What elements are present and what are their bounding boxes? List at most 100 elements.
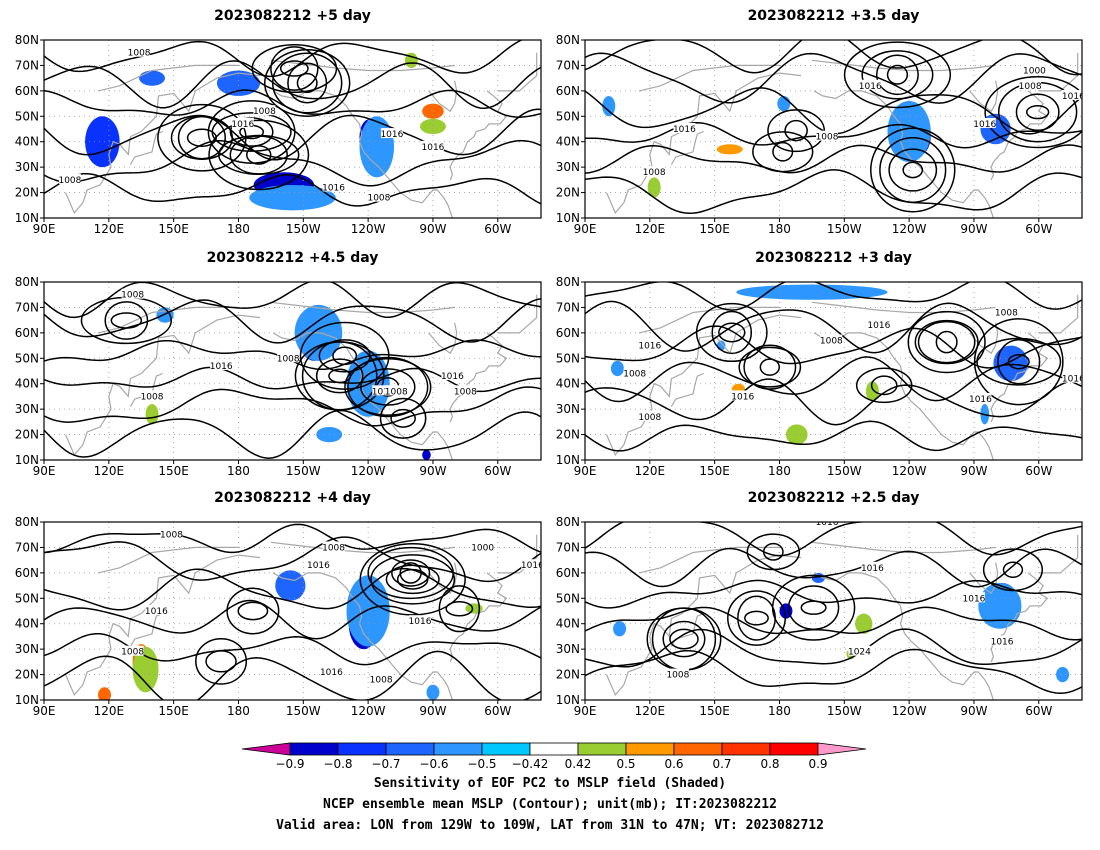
lat-tick-label: 20N [15, 668, 39, 682]
map-frame [584, 39, 1083, 219]
lat-tick-label: 80N [15, 275, 39, 289]
lon-tick-label: 150W [827, 222, 862, 236]
isobar-contour [44, 650, 541, 700]
isobar-contour [399, 562, 422, 584]
contour-label-bg [380, 128, 403, 139]
lat-tick-label: 70N [15, 540, 39, 554]
lon-tick-label: 180 [768, 464, 791, 478]
isobar-contour [379, 397, 427, 439]
lat-tick-label: 70N [15, 58, 39, 72]
shaded-region [249, 184, 336, 211]
colorbar-segment [337, 742, 387, 756]
contour-label: 1016 [969, 395, 992, 405]
lon-tick-label: 90E [574, 464, 597, 478]
lat-tick-label: 20N [15, 186, 39, 200]
contour-label: 1000 [1023, 67, 1046, 77]
map-content: 1016 1016 1016 1024 1016 1008 [585, 522, 1082, 700]
isobar-contour [332, 346, 358, 366]
lon-tick-label: 90W [960, 222, 987, 236]
colorbar-label: −0.7 [371, 757, 400, 771]
colorbar-label: 0.6 [664, 757, 683, 771]
coastline [65, 314, 261, 457]
lat-tick-label: 40N [15, 377, 39, 391]
isobar-contour [390, 408, 416, 428]
colorbar-label: −0.6 [419, 757, 448, 771]
lat-tick-label: 80N [556, 275, 580, 289]
lon-tick-label: 150W [827, 704, 862, 718]
contour-label: 1008 [995, 309, 1018, 319]
isobar-contour [211, 112, 292, 152]
contour-label-bg [253, 105, 276, 116]
lat-tick-label: 10N [556, 693, 580, 707]
map-frame [43, 39, 542, 219]
isobar-contour [1002, 561, 1024, 579]
contour-label: 1008 [121, 291, 144, 301]
shaded-region [613, 621, 627, 637]
contour-label-bg [231, 117, 254, 128]
coastline [969, 562, 999, 595]
isobar-contour [44, 139, 541, 187]
isobar-contour [195, 637, 248, 685]
lat-tick-label: 40N [556, 135, 580, 149]
contour-label-bg [867, 319, 890, 330]
contour-label-bg [277, 352, 300, 363]
lon-tick-label: 120W [892, 222, 927, 236]
lon-tick-label: 90E [33, 704, 56, 718]
lon-tick-label: 60W [1025, 704, 1052, 718]
isobar-contour [370, 554, 456, 605]
coastline [449, 90, 508, 181]
colorbar-label: 0.8 [760, 757, 779, 771]
contour-label: 1016 [322, 183, 345, 193]
colorbar-label: 0.5 [616, 757, 635, 771]
contour-label: 1008 [666, 671, 689, 681]
contour-label-bg [969, 392, 992, 403]
lon-tick-label: 150W [286, 222, 321, 236]
isobar-contour [907, 310, 986, 374]
contour-label-bg [638, 339, 661, 350]
lon-tick-label: 90W [419, 704, 446, 718]
lat-tick-label: 10N [15, 693, 39, 707]
shaded-region [610, 360, 624, 377]
shaded-region [139, 70, 166, 86]
lon-tick-label: 150W [286, 464, 321, 478]
shaded-region [216, 70, 261, 96]
coastline [449, 572, 508, 663]
contour-label-bg [367, 191, 390, 202]
isobar-contour [296, 72, 318, 94]
coastline [606, 314, 802, 457]
isobar-contour [711, 310, 753, 355]
contour-label-bg [861, 561, 884, 572]
isobar-contour [914, 319, 979, 365]
contour-label-bg [145, 605, 168, 615]
contour-label-bg [141, 390, 164, 401]
isobar-contour [347, 356, 429, 418]
lat-tick-label: 10N [556, 211, 580, 225]
shaded-region [978, 583, 1022, 629]
isobar-contour [935, 330, 958, 354]
map-background [44, 282, 541, 460]
lon-tick-label: 120W [351, 222, 386, 236]
colorbar-segment [529, 742, 579, 756]
isobar-contour [585, 282, 1082, 311]
isobar-contour [585, 378, 1082, 426]
contour-label-bg [370, 673, 393, 684]
coastline [497, 52, 538, 92]
contour-label: 1008 [160, 531, 183, 541]
panel-title: 2023082212 +5 day [214, 8, 371, 24]
contour-label: 1016 [731, 392, 754, 402]
isobar-contour [205, 650, 237, 673]
isobar-contour [669, 628, 699, 650]
contour-label-bg [1023, 64, 1046, 75]
lat-tick-label: 40N [15, 135, 39, 149]
panel-title: 2023082212 +4 day [214, 490, 371, 506]
isobar-contour [997, 339, 1041, 385]
lon-tick-label: 180 [227, 464, 250, 478]
lat-tick-label: 30N [15, 160, 39, 174]
contour-label: 1008 [367, 194, 390, 204]
shaded-region [145, 404, 159, 425]
isobar-contour [44, 282, 541, 319]
lon-tick-label: 90E [33, 222, 56, 236]
contour-label: 1016 [145, 607, 168, 617]
lat-tick-label: 30N [15, 642, 39, 656]
